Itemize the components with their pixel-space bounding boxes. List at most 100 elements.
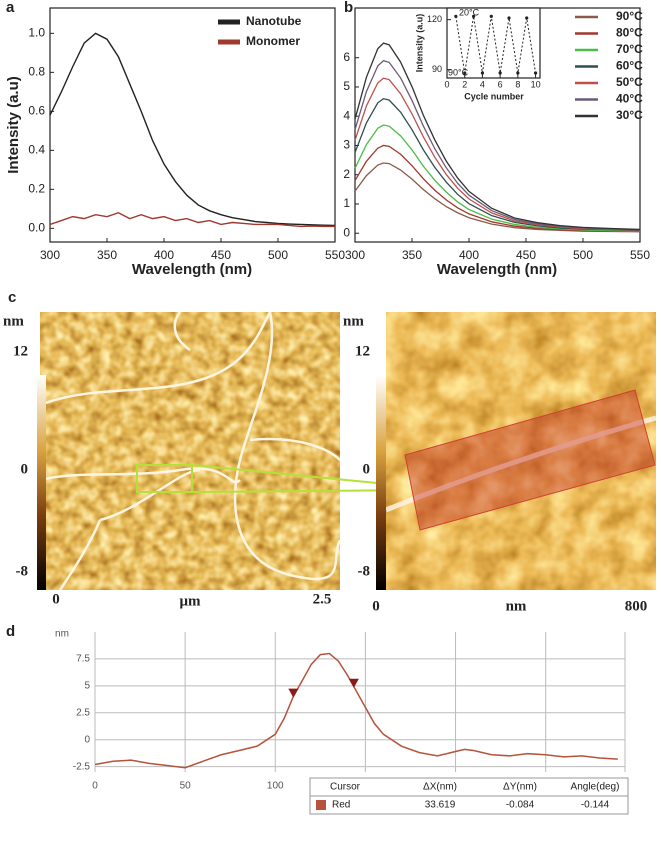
x-tick-label: 400 bbox=[459, 248, 479, 262]
panel-label: b bbox=[344, 0, 353, 16]
y-tick-label: 2 bbox=[343, 167, 350, 181]
table-header: ΔX(nm) bbox=[423, 782, 457, 793]
x-tick-label: 100 bbox=[267, 781, 284, 792]
series-line bbox=[49, 32, 336, 227]
x-tick-label: 10 bbox=[531, 79, 541, 89]
chart: -2.502.557.5050100150200250nmnmd bbox=[6, 623, 626, 794]
y-tick-label: 0.4 bbox=[28, 143, 45, 157]
chart: 0.0 0.2 0.4 0.6 0.8 1.0 300 350 400 450 500 550 Wave… bbox=[5, 0, 345, 278]
colorbar-unit: nm bbox=[343, 313, 364, 329]
x-tick-label: 500 bbox=[573, 248, 593, 262]
x-tick-label: 50 bbox=[180, 781, 192, 792]
point bbox=[516, 71, 520, 75]
legend-label: Monomer bbox=[246, 34, 300, 48]
point bbox=[507, 16, 511, 20]
axis-end: 2.5 bbox=[313, 591, 332, 607]
plot-frame bbox=[446, 7, 541, 79]
series-line bbox=[354, 97, 641, 232]
legend-label: 50°C bbox=[616, 75, 643, 89]
y-tick-label: 5 bbox=[84, 680, 90, 691]
inset-background bbox=[447, 8, 540, 78]
zoom-box bbox=[136, 464, 193, 493]
table-cell: 33.619 bbox=[425, 800, 456, 811]
point bbox=[489, 14, 493, 18]
colorbar-tick: 0 bbox=[363, 461, 371, 477]
x-tick-label: 300 bbox=[40, 248, 60, 262]
y-tick-label: 4 bbox=[343, 108, 350, 122]
series-line bbox=[94, 652, 618, 769]
x-tick-label: 350 bbox=[402, 248, 422, 262]
point bbox=[480, 71, 485, 75]
point bbox=[463, 71, 467, 75]
axis-end: 800 bbox=[625, 598, 648, 614]
legend-label: 80°C bbox=[616, 26, 643, 40]
table-cell: -0.084 bbox=[506, 800, 535, 811]
fiber bbox=[385, 415, 657, 513]
plot-frame bbox=[49, 7, 336, 243]
legend-label: 40°C bbox=[616, 92, 643, 106]
afm-panel: c nm 12 0 -8 0 μm 2.5 nm 12 0 -8 0 nm 80… bbox=[3, 289, 657, 614]
x-tick-label: 6 bbox=[498, 79, 503, 89]
y-tick-label: -2.5 bbox=[73, 761, 91, 772]
y-tick-label: 0.2 bbox=[28, 182, 45, 196]
colorbar-tick: -8 bbox=[16, 563, 29, 579]
x-tick-label: 2 bbox=[462, 79, 467, 89]
legend-label: Nanotube bbox=[246, 14, 302, 28]
axis-start: 0 bbox=[52, 591, 60, 607]
selection-box bbox=[404, 389, 656, 531]
x-axis-label: Wavelength (nm) bbox=[437, 261, 557, 278]
colorbar bbox=[37, 375, 46, 590]
y-tick-label: 0 bbox=[343, 225, 350, 239]
x-tick-label: 450 bbox=[211, 248, 231, 262]
axis-unit: nm bbox=[506, 598, 527, 614]
y-tick-label: 2.5 bbox=[76, 707, 90, 718]
point bbox=[533, 71, 538, 75]
panel-label: d bbox=[6, 623, 15, 640]
axis-unit: μm bbox=[180, 593, 202, 609]
x-axis-label: Cycle number bbox=[464, 91, 524, 101]
x-tick-label: 550 bbox=[325, 248, 345, 262]
row-swatch bbox=[316, 800, 326, 810]
point bbox=[454, 14, 458, 18]
x-tick-label: 8 bbox=[515, 79, 520, 89]
colorbar-tick: 12 bbox=[355, 343, 370, 359]
x-tick-label: 300 bbox=[345, 248, 365, 262]
y-tick-label: 0.0 bbox=[28, 221, 45, 235]
y-tick-label: 0.8 bbox=[28, 65, 45, 79]
x-tick-label: 0 bbox=[444, 79, 449, 89]
x-tick-label: 350 bbox=[97, 248, 117, 262]
x-tick-label: 450 bbox=[516, 248, 536, 262]
x-tick-label: 500 bbox=[268, 248, 288, 262]
afm-image bbox=[40, 312, 340, 590]
legend-label: 90°C bbox=[616, 9, 643, 23]
colorbar-tick: 0 bbox=[21, 461, 29, 477]
y-tick-label: 3 bbox=[343, 138, 350, 152]
afm-image bbox=[386, 312, 656, 590]
colorbar-tick: -8 bbox=[358, 563, 371, 579]
y-tick-label: 90 bbox=[432, 64, 442, 74]
chart: 90 120 0 2 4 6 8 10 Cycle number Intensity (a.u) 2… bbox=[414, 7, 541, 101]
legend-label: 30°C bbox=[616, 108, 643, 122]
series-line bbox=[354, 124, 641, 232]
series-line bbox=[354, 42, 641, 231]
table-cell: Red bbox=[332, 800, 350, 811]
y-axis-label: nm bbox=[55, 629, 69, 640]
y-axis-label: Intensity (a.u) bbox=[414, 14, 424, 73]
annotation: 90°C bbox=[448, 67, 469, 77]
y-tick-label: 0 bbox=[84, 734, 90, 745]
colorbar-tick: 12 bbox=[13, 343, 28, 359]
y-tick-label: 1 bbox=[343, 196, 350, 210]
y-tick-label: 6 bbox=[343, 50, 350, 64]
chart: 0 1 2 3 4 5 6 300 350 400 450 500 550 Wavelength (nm)… bbox=[343, 0, 650, 278]
y-tick-label: 5 bbox=[343, 79, 350, 93]
cursor-marker bbox=[288, 688, 299, 698]
series-line bbox=[354, 162, 641, 233]
y-tick-label: 7.5 bbox=[76, 654, 90, 665]
point bbox=[471, 14, 476, 18]
table-header: Angle(deg) bbox=[571, 782, 620, 793]
point bbox=[525, 16, 529, 20]
panel-label: a bbox=[6, 0, 15, 16]
series-line bbox=[354, 144, 641, 233]
x-tick-label: 4 bbox=[480, 79, 485, 89]
